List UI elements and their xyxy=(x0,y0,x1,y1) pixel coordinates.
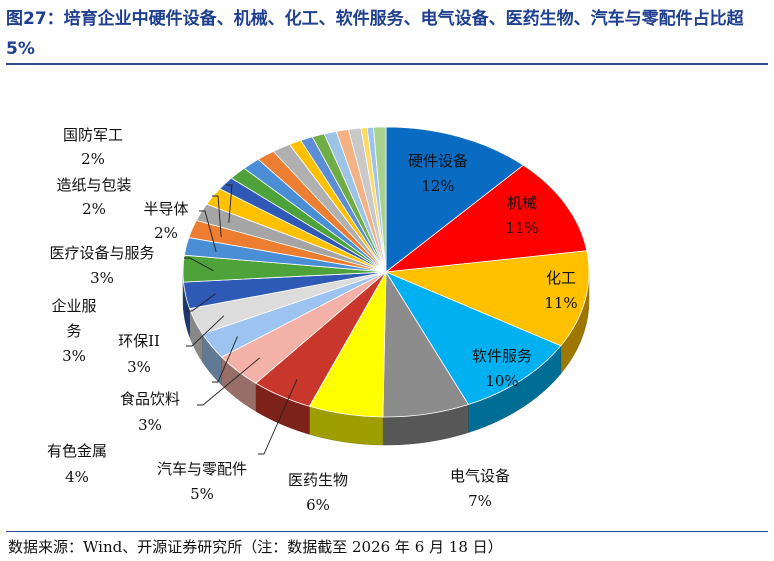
slice-label-name-4: 电气设备 xyxy=(450,467,510,485)
leader-line-14 xyxy=(226,184,233,223)
slice-label-name-11: 医疗设备与服务 xyxy=(49,244,154,262)
slice-label-name-10-cont: 务 xyxy=(66,322,81,340)
slice-label-pct-13: 2% xyxy=(82,200,106,218)
leader-line-9 xyxy=(186,315,225,347)
slice-label-name-0: 硬件设备 xyxy=(408,152,468,170)
slice-3 xyxy=(384,271,562,405)
slice-labels: 硬件设备 12% 机械 11% 化工 11% 软件服务 10% 电气设备 7% 医药生物 6% 汽车与零… xyxy=(47,126,578,514)
slice-label-name-6: 汽车与零配件 xyxy=(157,460,247,478)
leader-line-12 xyxy=(199,210,217,253)
slice-label-name-10: 企业服 xyxy=(51,297,96,315)
leader-line-10 xyxy=(186,293,216,312)
leader-line-8 xyxy=(212,336,238,383)
slice-label-pct-1: 11% xyxy=(505,219,538,237)
slice-label-pct-11: 3% xyxy=(90,269,114,287)
slice-label-pct-6: 5% xyxy=(190,485,214,503)
slice-label-name-13: 造纸与包装 xyxy=(56,176,131,194)
slice-label-name-14: 国防军工 xyxy=(63,126,123,144)
slice-label-pct-2: 11% xyxy=(544,294,577,312)
leader-line-6 xyxy=(258,379,298,455)
slice-label-name-2: 化工 xyxy=(546,269,576,287)
pie-top-layer xyxy=(182,126,590,418)
slice-label-name-9: 环保II xyxy=(118,332,160,350)
leader-line-11 xyxy=(184,257,214,272)
slice-label-pct-4: 7% xyxy=(468,492,492,510)
slice-label-name-7: 有色金属 xyxy=(47,442,107,460)
slice-label-pct-14: 2% xyxy=(81,150,105,168)
footer-divider xyxy=(6,531,768,532)
slice-label-name-1: 机械 xyxy=(507,194,537,212)
slice-label-pct-8: 3% xyxy=(138,416,162,434)
slice-label-pct-10: 3% xyxy=(62,347,86,365)
slice-label-pct-7: 4% xyxy=(65,468,89,486)
leader-line-13 xyxy=(212,195,222,238)
slice-label-pct-0: 12% xyxy=(421,177,454,195)
slice-label-name-3: 软件服务 xyxy=(472,347,532,365)
slice-label-name-8: 食品饮料 xyxy=(120,390,180,408)
slice-0 xyxy=(385,126,524,273)
slice-2 xyxy=(385,250,590,347)
leader-lines xyxy=(184,184,298,455)
slice-label-pct-9: 3% xyxy=(127,358,151,376)
slice-label-pct-12: 2% xyxy=(154,224,178,242)
slice-label-pct-5: 6% xyxy=(306,496,330,514)
title-divider xyxy=(6,63,768,65)
slice-label-name-5: 医药生物 xyxy=(288,471,348,489)
slice-label-name-12: 半导体 xyxy=(143,200,188,218)
minor-slice-14 xyxy=(373,126,387,273)
figure-title: 图27：培育企业中硬件设备、机械、化工、软件服务、电气设备、医药生物、汽车与零配… xyxy=(6,9,744,59)
leader-line-7 xyxy=(197,357,261,406)
slice-1 xyxy=(384,164,588,273)
source-note: 数据来源：Wind、开源证券研究所（注：数据截至 2026 年 6 月 18 日… xyxy=(8,538,503,556)
slice-label-pct-3: 10% xyxy=(485,372,518,390)
